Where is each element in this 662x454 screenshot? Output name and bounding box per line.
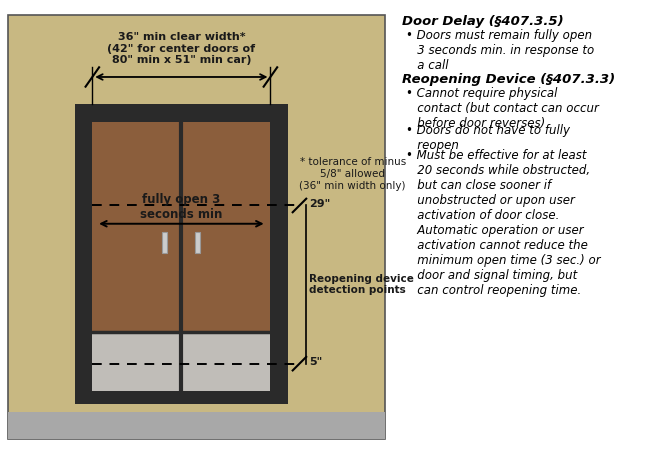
Bar <box>92 331 270 390</box>
Bar <box>8 412 385 439</box>
Text: • Doors must remain fully open
   3 seconds min. in response to
   a call: • Doors must remain fully open 3 seconds… <box>406 29 594 72</box>
Bar <box>195 232 200 253</box>
Text: 36" min clear width*
(42" for center doors of
80" min x 51" min car): 36" min clear width* (42" for center doo… <box>107 32 256 65</box>
Bar <box>162 232 167 253</box>
Bar <box>75 104 288 404</box>
Text: Reopening Device (§407.3.3): Reopening Device (§407.3.3) <box>402 73 615 86</box>
Text: Reopening device
detection points: Reopening device detection points <box>309 274 414 296</box>
Text: • Doors do not have to fully
   reopen: • Doors do not have to fully reopen <box>406 123 569 152</box>
Text: 29": 29" <box>309 198 330 208</box>
Text: Door Delay (§407.3.5): Door Delay (§407.3.5) <box>402 15 563 28</box>
Text: • Must be effective for at least
   20 seconds while obstructed,
   but can clos: • Must be effective for at least 20 seco… <box>406 149 600 297</box>
Text: fully open 3
seconds min: fully open 3 seconds min <box>140 193 222 221</box>
Text: 5": 5" <box>309 357 322 367</box>
Text: • Cannot require physical
   contact (but contact can occur
   before door rever: • Cannot require physical contact (but c… <box>406 87 598 130</box>
Bar <box>92 122 270 331</box>
Text: * tolerance of minus
5/8" allowed
(36" min width only): * tolerance of minus 5/8" allowed (36" m… <box>299 158 406 191</box>
Bar <box>8 15 385 439</box>
